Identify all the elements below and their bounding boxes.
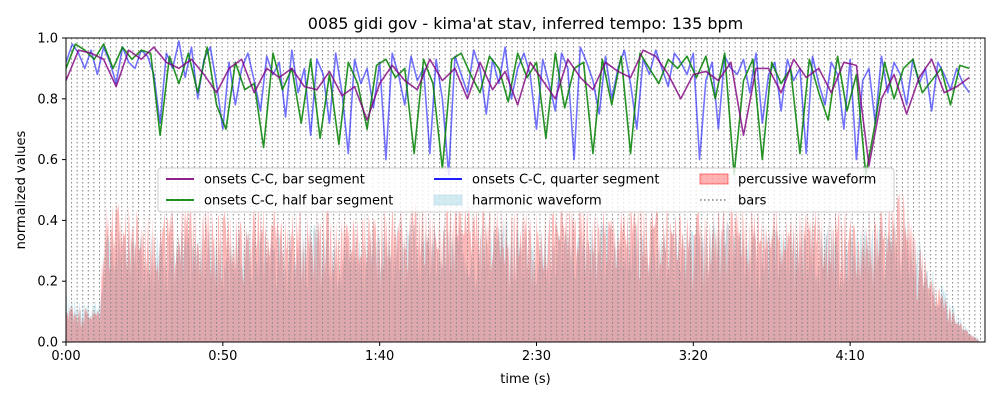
waveforms-layer xyxy=(66,190,979,342)
legend-label: harmonic waveform xyxy=(472,194,602,209)
legend: onsets C-C, bar segment onsets C-C, half … xyxy=(157,167,895,213)
x-tick-label: 4:10 xyxy=(836,349,865,364)
axes: 0:00 0:50 1:40 2:30 3:20 4:10 0.0 0.2 0.4 0.6 0.8 1… xyxy=(37,32,986,364)
y-tick-label: 0.6 xyxy=(37,153,58,168)
legend-label: bars xyxy=(738,194,767,209)
legend-swatch xyxy=(433,194,463,206)
legend-swatch xyxy=(699,173,729,185)
y-tick-label: 0.8 xyxy=(37,92,58,107)
legend-label: onsets C-C, half bar segment xyxy=(204,194,393,209)
series-line xyxy=(66,43,970,176)
y-tick-label: 0.0 xyxy=(37,336,58,351)
x-tick-label: 3:20 xyxy=(679,349,708,364)
chart-title: 0085 gidi gov - kima'at stav, inferred t… xyxy=(308,14,744,33)
legend-box xyxy=(157,167,895,213)
x-tick-label: 2:30 xyxy=(522,349,551,364)
axes-frame xyxy=(65,37,986,343)
x-tick-label: 1:40 xyxy=(365,349,394,364)
y-axis-label: normalized values xyxy=(14,130,29,249)
series-line xyxy=(66,40,970,176)
y-tick-label: 0.4 xyxy=(37,214,58,229)
legend-label: percussive waveform xyxy=(738,173,876,188)
series-line xyxy=(66,46,970,167)
legend-label: onsets C-C, quarter segment xyxy=(472,173,659,188)
legend-label: onsets C-C, bar segment xyxy=(204,173,365,188)
waveform-percussive xyxy=(66,190,979,342)
x-axis-label: time (s) xyxy=(500,372,550,387)
x-tick-label: 0:50 xyxy=(208,349,237,364)
x-tick-label: 0:00 xyxy=(51,349,80,364)
y-tick-label: 1.0 xyxy=(37,32,58,47)
onset-lines-layer xyxy=(66,40,970,176)
y-tick-label: 0.2 xyxy=(37,275,58,290)
